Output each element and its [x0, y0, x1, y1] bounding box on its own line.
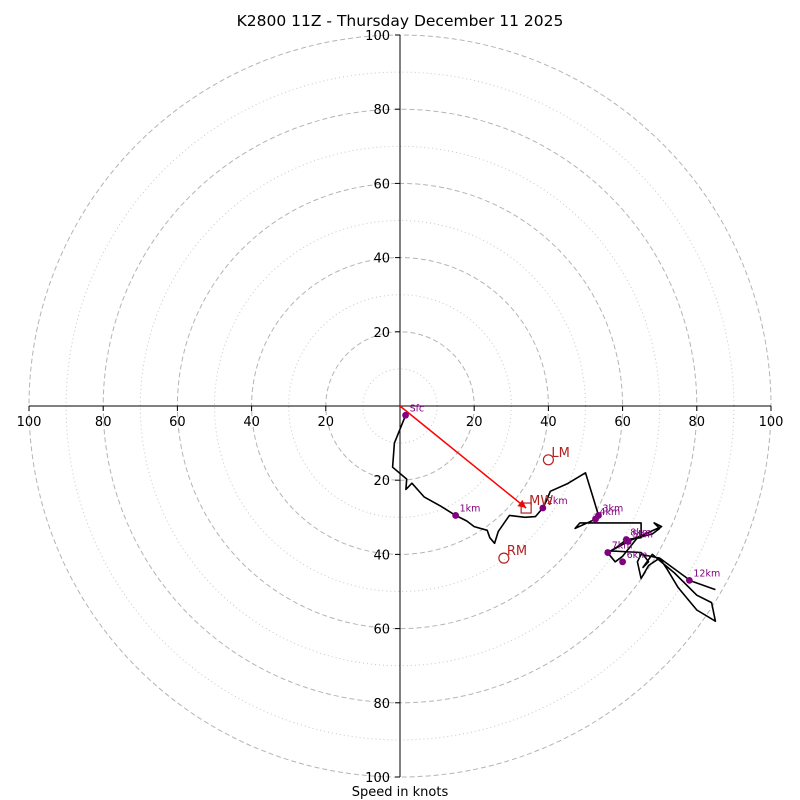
height-marker-dot: [604, 549, 612, 556]
wind-trace-line: [391, 415, 717, 623]
motion-marker-circle: [498, 552, 510, 564]
height-marker-dot: [622, 536, 630, 543]
x-tick-label: 60: [169, 415, 186, 430]
x-axis-label: Speed in knots: [352, 785, 449, 800]
height-marker-label: 12km: [693, 568, 720, 579]
height-marker-label: 3km: [602, 503, 623, 514]
motion-marker-label: LM: [551, 446, 569, 461]
y-tick-label: 40: [373, 252, 390, 267]
height-marker-dot: [539, 504, 547, 512]
height-marker-dot: [619, 558, 626, 566]
wind-trace: [391, 415, 717, 623]
mean-wind-vector: [399, 405, 527, 509]
height-marker-label: 5km: [632, 529, 653, 540]
y-tick-label: 60: [373, 623, 390, 638]
chart-title: K2800 11Z - Thursday December 11 2025: [237, 12, 564, 30]
height-marker-label: 1km: [460, 503, 481, 514]
y-tick-label: 20: [373, 326, 390, 341]
height-marker-label: 4km: [600, 507, 621, 518]
y-tick-label: 80: [373, 697, 390, 712]
height-marker-label: 6km: [627, 550, 648, 561]
motion-marker-label: RM: [507, 544, 527, 559]
x-tick-label: 40: [540, 415, 557, 430]
y-tick-label: 20: [373, 474, 390, 489]
height-marker-dot: [592, 515, 599, 523]
height-marker-dot: [402, 411, 409, 419]
y-tick-label: 80: [373, 103, 390, 118]
tick-labels: 100 80 60 40 20 20 40 60 80 100 100 80 60 40 20 20 40 60 8…: [17, 29, 784, 786]
height-marker-dot: [452, 512, 460, 519]
x-tick-label: 100: [17, 415, 42, 430]
x-tick-label: 20: [466, 415, 483, 430]
mean-wind-arrowhead: [517, 499, 527, 509]
x-tick-label: 100: [759, 415, 784, 430]
x-tick-label: 20: [318, 415, 335, 430]
motion-marker-label: MW: [529, 494, 553, 509]
x-tick-label: 80: [689, 415, 706, 430]
storm-motion-markers: LM MW RM: [498, 446, 570, 564]
height-marker-label: 7km: [612, 541, 633, 552]
x-tick-label: 80: [95, 415, 112, 430]
y-tick-label: 60: [373, 177, 390, 192]
y-tick-label: 100: [365, 771, 390, 786]
height-marker-label: 8km: [630, 528, 651, 539]
x-tick-label: 40: [243, 415, 260, 430]
height-marker-label: 2km: [547, 496, 568, 507]
y-tick-label: 40: [373, 548, 390, 563]
mean-wind-line: [399, 405, 527, 509]
motion-marker-circle: [542, 454, 555, 466]
y-tick-label: 100: [365, 29, 390, 44]
height-marker-label: Sfc: [410, 403, 425, 414]
motion-marker-square: [520, 502, 532, 514]
x-tick-label: 60: [614, 415, 631, 430]
height-marker-dot: [685, 576, 693, 584]
